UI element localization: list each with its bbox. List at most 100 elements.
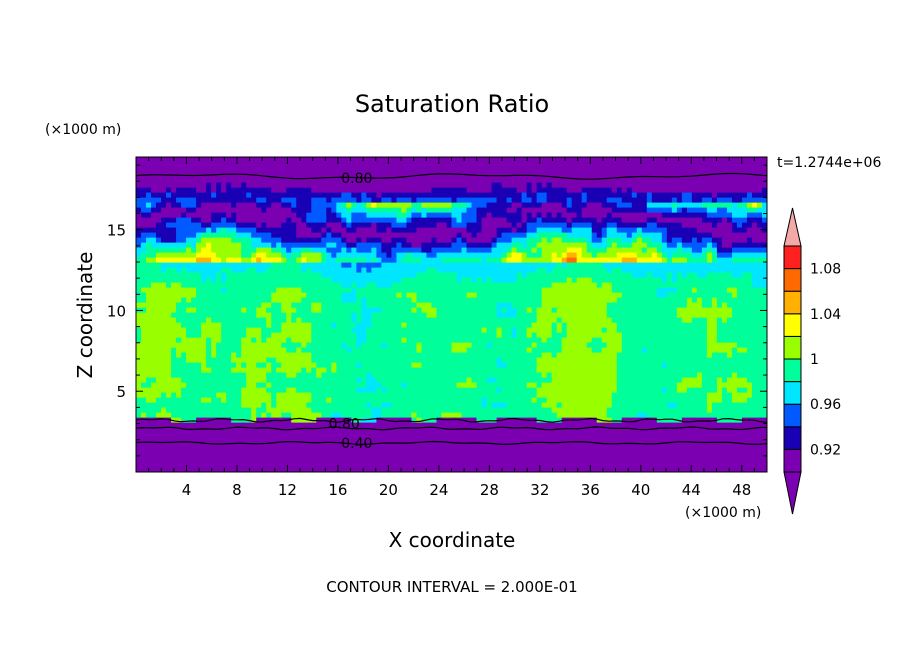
field-cell — [306, 362, 312, 368]
field-cell — [616, 322, 623, 328]
field-cell — [696, 422, 703, 428]
field-cell — [526, 352, 533, 358]
field-cell — [491, 292, 498, 298]
field-cell — [626, 362, 633, 368]
field-cell — [551, 332, 558, 338]
field-cell — [376, 337, 382, 343]
field-cell — [196, 357, 202, 363]
field-cell — [136, 467, 142, 472]
field-cell — [701, 332, 708, 338]
field-cell — [326, 352, 332, 358]
field-cell — [706, 302, 713, 308]
field-cell — [236, 332, 242, 338]
field-cell — [286, 457, 292, 463]
field-cell — [291, 432, 297, 438]
field-cell — [541, 442, 548, 448]
field-cell — [256, 432, 262, 438]
field-cell — [426, 297, 433, 303]
field-cell — [276, 372, 282, 378]
field-cell — [201, 402, 207, 408]
field-cell — [326, 322, 332, 328]
field-cell — [141, 277, 147, 283]
field-cell — [431, 332, 438, 338]
field-cell — [551, 407, 558, 413]
field-cell — [296, 347, 302, 353]
field-cell — [406, 392, 413, 398]
field-cell — [466, 287, 473, 293]
field-cell — [291, 287, 297, 293]
field-cell — [506, 462, 513, 468]
field-cell — [221, 312, 227, 318]
field-cell — [381, 342, 387, 348]
field-cell — [761, 382, 767, 388]
field-cell — [241, 282, 247, 288]
field-cell — [341, 362, 347, 368]
field-cell — [491, 407, 498, 413]
field-cell — [431, 422, 438, 428]
field-cell — [536, 362, 543, 368]
field-cell — [541, 437, 548, 443]
field-cell — [401, 337, 408, 343]
field-cell — [206, 422, 212, 428]
field-cell — [606, 377, 613, 383]
field-cell — [216, 297, 222, 303]
field-cell — [631, 282, 638, 288]
field-cell — [156, 397, 162, 403]
field-cell — [301, 452, 307, 458]
field-cell — [421, 432, 428, 438]
field-cell — [411, 307, 418, 313]
field-cell — [351, 302, 357, 308]
field-cell — [426, 432, 433, 438]
field-cell — [441, 277, 448, 283]
field-cell — [386, 302, 393, 308]
field-cell — [271, 282, 277, 288]
field-cell — [616, 447, 623, 453]
field-cell — [716, 382, 723, 388]
field-cell — [601, 347, 608, 353]
field-cell — [351, 277, 357, 283]
field-cell — [566, 322, 573, 328]
field-cell — [196, 377, 202, 383]
field-cell — [346, 462, 352, 468]
field-cell — [336, 372, 342, 378]
field-cell — [156, 357, 162, 363]
field-cell — [226, 362, 232, 368]
field-cell — [346, 407, 352, 413]
field-cell — [176, 372, 182, 378]
field-cell — [146, 337, 152, 343]
field-cell — [531, 467, 538, 472]
field-cell — [151, 327, 157, 333]
field-cell — [651, 392, 658, 398]
field-cell — [296, 292, 302, 298]
field-cell — [706, 282, 713, 288]
field-cell — [311, 442, 317, 448]
field-cell — [641, 312, 648, 318]
field-cell — [201, 467, 207, 472]
field-cell — [201, 392, 207, 398]
field-cell — [471, 322, 478, 328]
field-cell — [301, 382, 307, 388]
field-cell — [751, 432, 758, 438]
field-cell — [166, 362, 172, 368]
field-cell — [531, 327, 538, 333]
field-cell — [486, 447, 493, 453]
field-cell — [156, 292, 162, 298]
field-cell — [736, 422, 743, 428]
field-cell — [436, 312, 443, 318]
field-cell — [721, 427, 728, 433]
field-cell — [761, 432, 767, 438]
field-cell — [261, 282, 267, 288]
field-cell — [631, 437, 638, 443]
field-cell — [586, 307, 593, 313]
field-cell — [361, 307, 367, 313]
field-cell — [206, 387, 212, 393]
field-cell — [226, 447, 232, 453]
field-cell — [251, 432, 257, 438]
field-cell — [321, 272, 327, 278]
field-cell — [386, 327, 393, 333]
field-cell — [491, 287, 498, 293]
field-cell — [191, 452, 197, 458]
field-cell — [701, 407, 708, 413]
field-cell — [266, 467, 272, 472]
field-cell — [311, 447, 317, 453]
